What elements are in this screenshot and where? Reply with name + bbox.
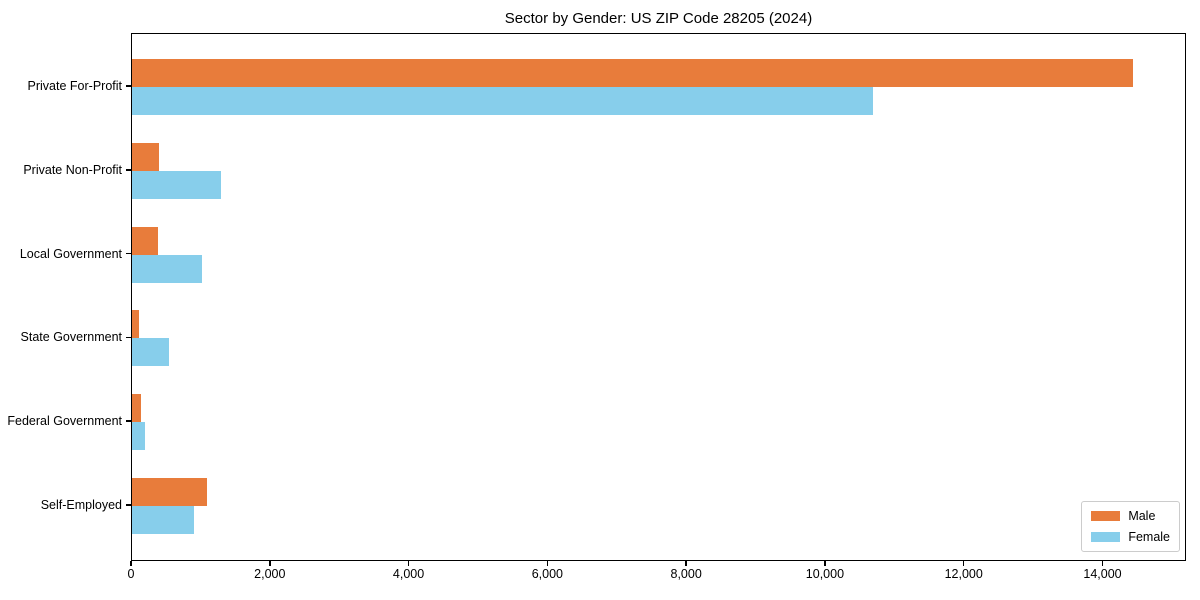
y-tick-label-federal-government: Federal Government — [7, 414, 122, 429]
bar-male-federal-government — [132, 394, 141, 423]
y-tick-mark — [126, 336, 131, 339]
x-tick-label-4-000: 4,000 — [392, 567, 425, 581]
legend: Male Female — [1081, 501, 1180, 552]
y-tick-label-private-non-profit: Private Non-Profit — [23, 162, 122, 177]
bar-male-private-non-profit — [132, 142, 160, 171]
x-tick-mark — [1101, 561, 1104, 566]
bar-female-local-government — [132, 254, 202, 283]
bar-female-state-government — [132, 338, 170, 367]
x-tick-label-2-000: 2,000 — [254, 567, 286, 581]
x-tick-mark — [962, 561, 965, 566]
y-tick-mark — [126, 85, 131, 87]
x-tick-label-0: 0 — [127, 567, 135, 581]
legend-item-male: Male — [1091, 509, 1170, 523]
x-tick-label-8-000: 8,000 — [670, 567, 702, 581]
x-tick-label-10-000: 10,000 — [805, 567, 845, 581]
legend-label-male: Male — [1128, 509, 1156, 523]
x-tick-mark — [407, 561, 410, 566]
bar-female-private-non-profit — [132, 170, 221, 199]
x-tick-mark — [130, 561, 132, 566]
x-tick-label-6-000: 6,000 — [531, 567, 563, 581]
bar-male-self-employed — [132, 477, 207, 506]
y-tick-label-local-government: Local Government — [19, 246, 122, 261]
x-tick-mark — [685, 561, 687, 566]
x-tick-mark — [824, 561, 826, 566]
x-tick-mark — [269, 561, 271, 566]
y-tick-mark — [126, 169, 131, 171]
bar-male-local-government — [132, 226, 159, 255]
bar-male-state-government — [132, 310, 140, 339]
y-tick-mark — [126, 252, 131, 255]
bar-female-self-employed — [132, 505, 194, 534]
y-tick-mark — [126, 504, 131, 506]
y-tick-label-self-employed: Self-Employed — [40, 497, 122, 512]
y-tick-label-state-government: State Government — [20, 330, 122, 345]
bar-female-private-for-profit — [132, 87, 874, 116]
chart-title: Sector by Gender: US ZIP Code 28205 (202… — [504, 10, 813, 27]
bar-female-federal-government — [132, 422, 145, 451]
bar-male-private-for-profit — [132, 59, 1134, 88]
x-tick-mark — [546, 561, 549, 566]
x-tick-label-12-000: 12,000 — [944, 567, 983, 581]
legend-item-female: Female — [1091, 530, 1170, 544]
y-tick-label-private-for-profit: Private For-Profit — [27, 79, 122, 94]
legend-swatch-female-icon — [1091, 532, 1121, 542]
plot-area: Male Female — [131, 33, 1186, 561]
x-tick-label-14-000: 14,000 — [1083, 567, 1122, 581]
y-tick-mark — [126, 420, 131, 422]
legend-label-female: Female — [1128, 530, 1170, 544]
legend-swatch-male-icon — [1091, 511, 1121, 521]
